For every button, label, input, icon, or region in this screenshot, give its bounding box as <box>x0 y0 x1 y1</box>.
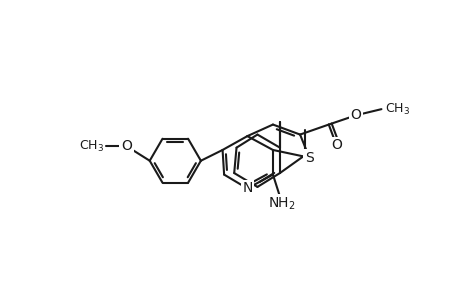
Text: O: O <box>330 138 341 152</box>
Text: CH$_3$: CH$_3$ <box>384 102 409 117</box>
Text: O: O <box>350 108 360 122</box>
Text: N: N <box>241 182 252 196</box>
Text: O: O <box>121 139 132 153</box>
Text: NH$_2$: NH$_2$ <box>268 196 296 212</box>
Text: S: S <box>304 151 313 165</box>
Text: CH$_3$: CH$_3$ <box>78 139 104 154</box>
